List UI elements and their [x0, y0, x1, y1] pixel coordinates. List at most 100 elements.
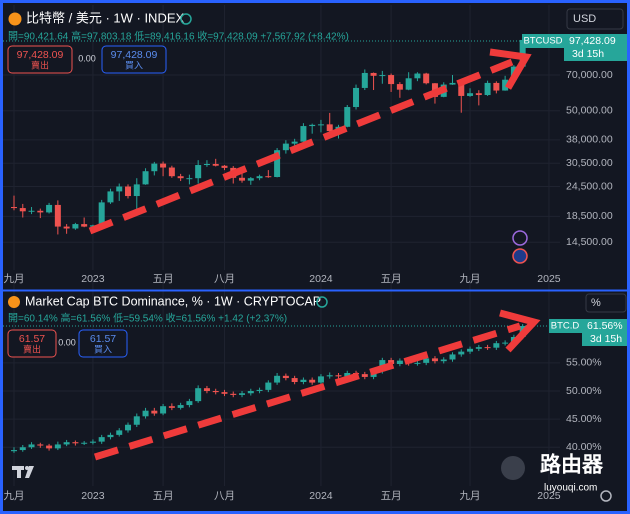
candle-body: [396, 84, 403, 90]
candle-body: [221, 165, 228, 168]
x-tick-label: 五月: [381, 273, 402, 285]
candle-body: [46, 204, 53, 213]
candle-body: [46, 445, 53, 449]
x-tick-label: 九月: [4, 490, 25, 502]
sell-button[interactable]: 97,428.09 賣出: [7, 45, 73, 74]
sell-button[interactable]: 61.57 賣出: [7, 329, 57, 358]
candle-body: [19, 208, 26, 212]
candle-body: [11, 450, 17, 452]
price-tag-value: 97,428.09: [569, 35, 616, 47]
event-icon[interactable]: [512, 230, 528, 246]
eye-icon[interactable]: [180, 13, 192, 25]
symbol-tag: [549, 319, 582, 333]
candle-body: [177, 405, 184, 408]
unit-button[interactable]: [585, 293, 627, 313]
sell-price[interactable]: 97,428.09: [17, 49, 64, 61]
currency-label[interactable]: USD: [573, 13, 596, 25]
candle-body: [300, 126, 307, 142]
candle-body: [502, 79, 509, 91]
sell-label[interactable]: 賣出: [31, 59, 49, 70]
spread: 0.00: [58, 337, 76, 347]
candle-body: [212, 163, 219, 166]
candle-body: [274, 375, 281, 383]
price-tag-value: 61.56%: [587, 320, 623, 332]
candle-body: [361, 374, 368, 377]
buy-box[interactable]: [78, 329, 128, 358]
candle-body: [37, 210, 44, 213]
candle-body: [405, 78, 412, 90]
y-tick-label: 38,000.00: [566, 134, 613, 146]
candle-body: [239, 393, 246, 395]
sell-box[interactable]: [7, 329, 57, 358]
candle-body: [502, 342, 509, 344]
currency-button[interactable]: [566, 8, 624, 30]
candle-body: [484, 347, 491, 349]
buy-button[interactable]: 61.57 買入: [78, 329, 128, 358]
symbol-tag-text: BTCUSD: [523, 36, 562, 47]
chart-title[interactable]: Market Cap BTC Dominance, % · 1W · CRYPT…: [25, 294, 321, 308]
unit-label[interactable]: %: [591, 297, 601, 309]
price-tag-countdown: 3d 15h: [572, 48, 604, 60]
candle-body: [81, 442, 88, 444]
spread: 0.00: [78, 53, 96, 63]
candle-body: [160, 406, 167, 414]
candle-body: [151, 163, 158, 172]
buy-box[interactable]: [101, 45, 167, 74]
candle-body: [11, 207, 17, 209]
candle-body: [431, 358, 438, 362]
candle-body: [291, 378, 298, 382]
candle-body: [81, 224, 88, 227]
candle-body: [125, 186, 132, 197]
candle-body: [133, 184, 140, 197]
sell-label[interactable]: 賣出: [23, 343, 41, 354]
y-tick-label: 24,500.00: [566, 180, 613, 192]
event-icon[interactable]: [512, 248, 528, 264]
watermark-url: luyouqi.com: [544, 483, 597, 494]
buy-label[interactable]: 買入: [94, 344, 112, 354]
x-tick-label: 2025: [537, 273, 561, 285]
candle-body: [177, 176, 184, 179]
buy-price[interactable]: 61.57: [90, 333, 116, 345]
candle-body: [326, 124, 333, 132]
candle-body: [396, 360, 403, 364]
buy-label[interactable]: 買入: [125, 60, 143, 70]
chart-title[interactable]: 比特幣 / 美元 · 1W · INDEX: [26, 10, 185, 25]
candle-body: [379, 75, 386, 77]
candle-body: [98, 437, 105, 442]
candle-body: [151, 410, 158, 414]
candle-body: [203, 388, 210, 391]
candle-body: [361, 72, 368, 88]
candle-body: [230, 393, 237, 395]
buy-button[interactable]: 97,428.09 買入: [101, 45, 167, 74]
candle-body: [186, 178, 193, 180]
x-tick-label: 2023: [81, 490, 105, 502]
candle-body: [98, 202, 105, 226]
candle-body: [300, 379, 307, 382]
y-tick-label: 70,000.00: [566, 69, 613, 81]
eye-icon[interactable]: [316, 296, 328, 308]
symbol-tag: [522, 34, 564, 48]
candle-body: [89, 441, 96, 443]
sell-price[interactable]: 61.57: [19, 333, 45, 345]
sell-box[interactable]: [7, 45, 73, 74]
candle-body: [493, 82, 500, 91]
x-tick-label: 2025: [537, 490, 561, 502]
ohlc-legend: 開=90,421.64 高=97,803.18 低=89,416.16 收=97…: [8, 30, 349, 43]
settings-icon[interactable]: [600, 490, 612, 502]
candle-body: [142, 171, 149, 185]
candle-body: [133, 416, 140, 425]
candle-body: [388, 360, 395, 364]
candle-body: [28, 444, 35, 448]
candle-body: [344, 107, 351, 127]
grid-layer: [0, 5, 560, 486]
candle-body: [28, 210, 35, 212]
candle-body: [282, 143, 289, 151]
candle-body: [493, 343, 500, 348]
price-tag: [582, 319, 628, 346]
y-tick-label: 50.00%: [566, 385, 602, 397]
candle-body: [247, 391, 254, 394]
buy-price[interactable]: 97,428.09: [111, 49, 158, 61]
candle-body: [414, 73, 421, 79]
y-tick-label: 45.00%: [566, 413, 602, 425]
